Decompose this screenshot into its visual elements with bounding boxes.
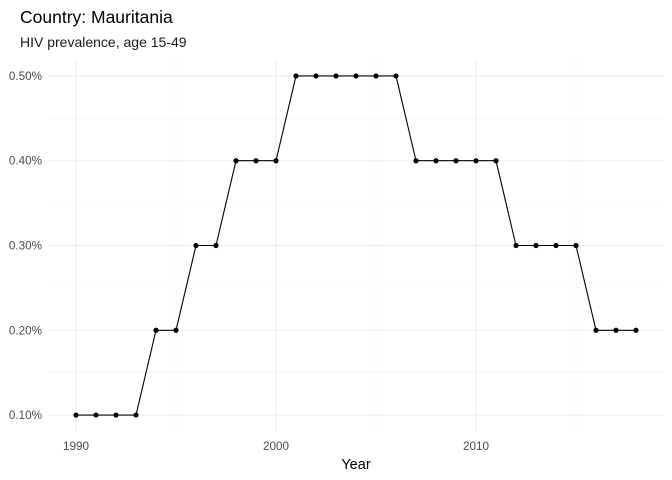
x-tick-label: 2010 — [463, 440, 490, 453]
data-point — [93, 412, 99, 418]
y-tick-label: 0.40% — [9, 155, 42, 168]
y-tick-label: 0.50% — [9, 70, 42, 83]
data-point — [473, 158, 479, 164]
data-point — [173, 327, 179, 333]
data-point — [613, 327, 619, 333]
x-axis-title: Year — [341, 457, 370, 473]
data-point — [293, 73, 299, 79]
x-tick-label: 1990 — [63, 440, 90, 453]
y-tick-label: 0.20% — [9, 324, 42, 337]
data-point — [313, 73, 319, 79]
data-point — [393, 73, 399, 79]
data-point — [573, 242, 579, 249]
data-point — [453, 158, 459, 164]
chart-subtitle: HIV prevalence, age 15-49 — [20, 34, 187, 50]
data-point — [513, 242, 519, 249]
data-point — [413, 158, 419, 164]
data-point — [353, 73, 359, 79]
data-point — [153, 327, 159, 333]
data-point — [133, 412, 139, 418]
data-point — [333, 73, 339, 79]
data-point — [213, 242, 219, 249]
data-point — [373, 73, 379, 79]
data-point — [553, 242, 559, 249]
y-axis-tick-labels: 0.10% 0.20% 0.30% 0.40% 0.50% — [9, 70, 42, 422]
y-tick-label: 0.30% — [9, 240, 42, 253]
x-axis-tick-labels: 1990 2000 2010 — [63, 440, 490, 453]
data-point — [193, 242, 199, 249]
data-point — [273, 158, 279, 164]
data-point — [533, 242, 539, 249]
data-point — [73, 412, 79, 418]
series-layer — [73, 73, 639, 418]
data-point — [433, 158, 439, 164]
data-point — [493, 158, 499, 164]
data-point — [113, 412, 119, 418]
data-point — [233, 158, 239, 164]
data-point — [633, 327, 639, 333]
data-point — [253, 158, 259, 164]
y-tick-label: 0.10% — [9, 409, 42, 422]
chart-title: Country: Mauritania — [20, 7, 173, 27]
data-point — [593, 327, 599, 333]
x-tick-label: 2000 — [263, 440, 290, 453]
